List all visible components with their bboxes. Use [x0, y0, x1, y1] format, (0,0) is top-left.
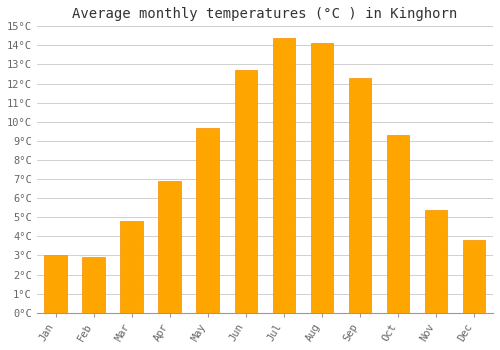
Bar [424, 210, 448, 313]
Bar [82, 257, 105, 313]
Bar [462, 240, 485, 313]
Bar [386, 135, 409, 313]
Bar [234, 70, 258, 313]
Bar [196, 127, 220, 313]
Bar [120, 221, 144, 313]
Bar [272, 38, 295, 313]
Title: Average monthly temperatures (°C ) in Kinghorn: Average monthly temperatures (°C ) in Ki… [72, 7, 458, 21]
Bar [310, 43, 334, 313]
Bar [158, 181, 182, 313]
Bar [348, 78, 372, 313]
Bar [44, 256, 67, 313]
